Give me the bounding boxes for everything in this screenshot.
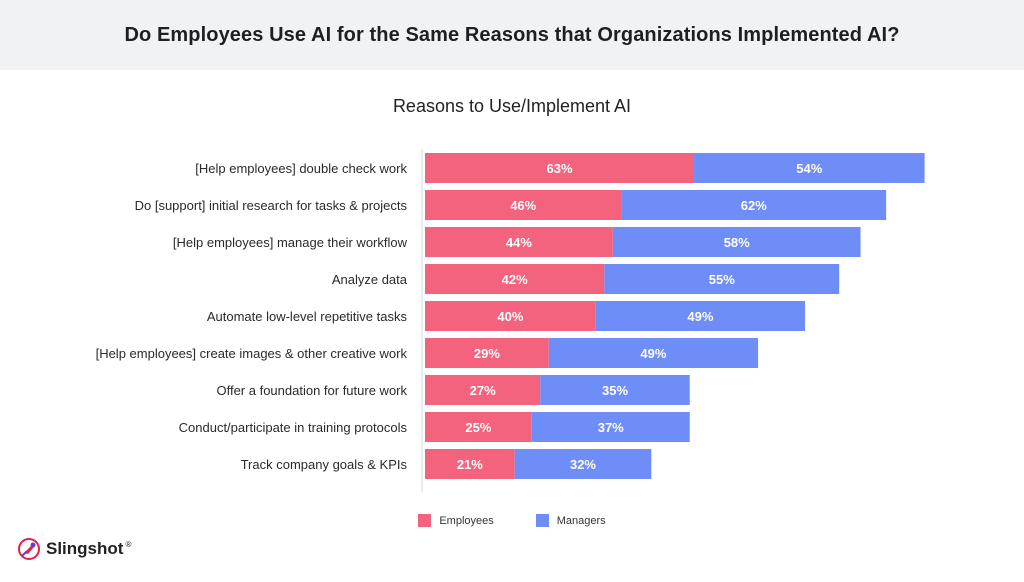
bar-managers — [548, 338, 759, 368]
bar-chart: [Help employees] double check work 63% 54%… — [96, 149, 925, 492]
bar-employees — [425, 338, 549, 368]
data-label-managers: 55% — [709, 272, 735, 287]
bar-employees — [425, 412, 532, 442]
slingshot-logo-icon — [18, 538, 40, 560]
data-label-managers: 35% — [602, 383, 628, 398]
chart-title: Reasons to Use/Implement AI — [392, 96, 632, 116]
bar-managers — [540, 375, 690, 405]
data-label-managers: 49% — [687, 309, 713, 324]
category-label: Do [support] initial research for tasks … — [135, 198, 408, 213]
bar-managers — [531, 412, 690, 442]
category-label: Conduct/participate in training protocol… — [179, 420, 408, 435]
data-label-managers: 37% — [598, 420, 624, 435]
data-label-employees: 29% — [474, 346, 500, 361]
bar-employees — [425, 227, 613, 257]
bar-managers — [514, 449, 652, 479]
data-label-employees: 27% — [470, 383, 496, 398]
bar-managers — [612, 227, 861, 257]
category-label: Analyze data — [332, 272, 408, 287]
category-label: [Help employees] manage their workflow — [173, 235, 408, 250]
brand-name: Slingshot — [46, 539, 124, 558]
category-label: [Help employees] double check work — [195, 161, 407, 176]
data-label-employees: 25% — [465, 420, 491, 435]
category-label: Offer a foundation for future work — [216, 383, 407, 398]
bar-employees — [425, 375, 541, 405]
legend-item-employees: Employees — [418, 514, 494, 527]
data-label-employees: 46% — [510, 198, 536, 213]
category-label: [Help employees] create images & other c… — [96, 346, 408, 361]
brand-logo: Slingshot ® — [18, 538, 131, 560]
legend-label-employees: Employees — [439, 514, 494, 527]
data-label-managers: 58% — [724, 235, 750, 250]
bar-employees — [425, 153, 695, 183]
legend-label-managers: Managers — [556, 514, 606, 527]
data-label-employees: 42% — [502, 272, 528, 287]
legend-swatch-employees — [418, 514, 432, 527]
data-label-managers: 54% — [796, 161, 822, 176]
data-label-managers: 49% — [640, 346, 666, 361]
bar-employees — [425, 264, 605, 294]
page-title: Do Employees Use AI for the Same Reasons… — [124, 23, 900, 46]
category-label: Track company goals & KPIs — [241, 457, 408, 472]
bar-employees — [425, 449, 515, 479]
legend-item-managers: Managers — [535, 514, 606, 527]
bar-employees — [425, 301, 596, 331]
bar-managers — [595, 301, 806, 331]
brand-registered-mark: ® — [125, 540, 132, 549]
data-label-employees: 44% — [506, 235, 532, 250]
bar-managers — [604, 264, 840, 294]
category-label: Automate low-level repetitive tasks — [207, 309, 408, 324]
data-label-employees: 40% — [497, 309, 523, 324]
data-label-managers: 32% — [570, 457, 596, 472]
data-label-employees: 21% — [457, 457, 483, 472]
bar-managers — [694, 153, 925, 183]
bar-managers — [621, 190, 887, 220]
chart-legend: Employees Managers — [0, 514, 1024, 527]
bar-employees — [425, 190, 622, 220]
data-label-managers: 62% — [741, 198, 767, 213]
legend-swatch-managers — [535, 514, 549, 527]
header-bar: Do Employees Use AI for the Same Reasons… — [0, 0, 1024, 70]
data-label-employees: 63% — [546, 161, 572, 176]
